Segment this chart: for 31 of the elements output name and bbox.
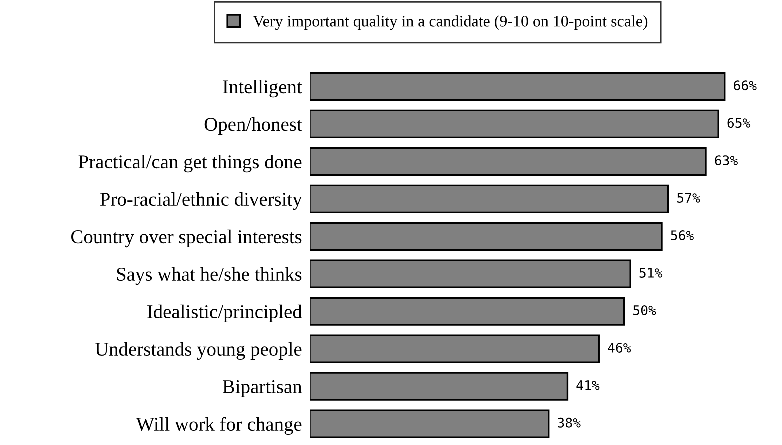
data-label: 38% [558, 418, 581, 428]
y-tick-label: Pro-racial/ethnic diversity [100, 192, 302, 210]
y-tick-label: Intelligent [223, 80, 302, 98]
data-label: 57% [678, 193, 700, 204]
y-tick-label: Will work for change [136, 417, 302, 436]
data-label: 46% [608, 342, 632, 353]
y-tick-label: Idealistic/principled [148, 304, 302, 322]
bar [310, 372, 569, 401]
bar [310, 147, 707, 176]
bar [310, 72, 726, 102]
legend-label: Very important quality in a candidate (9-10 on 10-point scale) [253, 16, 648, 30]
data-label: 51% [640, 268, 663, 278]
bar [310, 410, 550, 438]
data-label: 56% [671, 230, 694, 241]
bar [310, 184, 670, 214]
y-tick-label: Open/honest [204, 117, 302, 136]
bar [310, 110, 720, 139]
data-label: 63% [715, 156, 738, 166]
y-tick-label: Understands young people [95, 342, 302, 360]
y-tick-label: Practical/can get things done [78, 154, 302, 173]
data-label: 66% [734, 80, 757, 91]
bar [310, 222, 663, 251]
data-label: 50% [634, 305, 656, 316]
bar [310, 297, 626, 326]
y-tick-label: Says what he/she thinks [117, 267, 302, 286]
y-tick-label: Country over special interests [72, 230, 302, 248]
y-tick-label: Bipartisan [222, 380, 302, 398]
bar [310, 260, 632, 288]
data-label: 65% [728, 118, 751, 128]
bar [310, 334, 600, 364]
data-label: 41% [576, 380, 600, 390]
